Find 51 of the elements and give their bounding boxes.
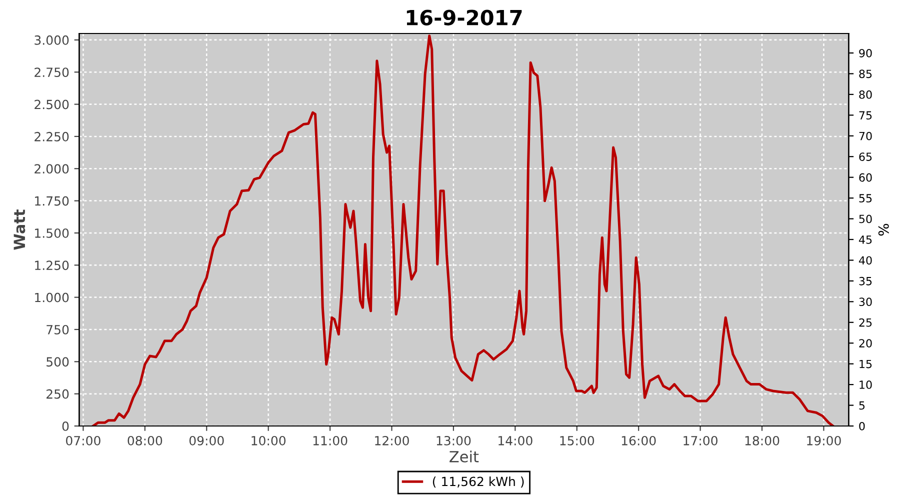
y-tick-label: 1.750: [35, 196, 69, 206]
y-tick-label: 2.750: [34, 68, 69, 78]
y2-tick-label: 10: [860, 380, 872, 389]
line-series: [92, 34, 834, 426]
y2-tick-label: 40: [858, 256, 872, 265]
y2-tick-label: 65: [859, 152, 872, 161]
y-tick-label: 2.500: [34, 100, 69, 110]
y-tick-label: 0: [62, 421, 69, 431]
y-tick-label: 500: [46, 357, 69, 367]
y-tick-label: 2.250: [34, 132, 69, 142]
chart-title: 16-9-2017: [406, 10, 522, 26]
x-tick-label: 13:00: [436, 436, 471, 446]
y2-tick-label: 55: [859, 194, 872, 202]
x-tick-label: 14:00: [498, 436, 532, 446]
x-tick-label: 10:00: [252, 436, 286, 446]
y2-axis-title: %: [878, 224, 889, 236]
y-tick-label: 1.500: [35, 228, 69, 238]
x-tick-label: 09:00: [189, 436, 224, 446]
y2-tick-label: 5: [859, 401, 865, 410]
y-axis-title: Watt: [14, 209, 26, 250]
y-tick-label: 1.250: [35, 260, 69, 270]
y-tick-label: 750: [46, 324, 69, 334]
x-tick-label: 18:00: [745, 436, 780, 446]
y2-tick-label: 60: [859, 173, 872, 182]
x-tick-label: 08:00: [128, 436, 162, 446]
y-tick-label: 2.000: [34, 164, 69, 174]
y2-tick-label: 30: [859, 298, 872, 306]
y2-tick-label: 50: [859, 214, 872, 224]
x-tick-label: 19:00: [807, 436, 841, 446]
x-tick-label: 17:00: [684, 436, 718, 446]
y2-tick-label: 20: [859, 339, 872, 348]
y2-tick-label: 75: [859, 111, 872, 120]
y2-tick-label: 0: [859, 422, 865, 430]
y2-tick-label: 90: [859, 48, 872, 58]
x-axis-title: Zeit: [450, 450, 479, 462]
x-tick-label: 11:00: [313, 436, 348, 446]
x-tick-label: 07:00: [66, 436, 100, 446]
y2-tick-label: 35: [859, 276, 872, 286]
y2-tick-label: 25: [859, 318, 872, 327]
y-tick-label: 3.000: [34, 35, 69, 45]
x-tick-label: 16:00: [622, 436, 656, 446]
y2-tick-label: 85: [859, 70, 872, 78]
x-tick-label: 15:00: [560, 436, 594, 446]
y-tick-label: 1.000: [35, 292, 69, 302]
y-tick-label: 250: [46, 389, 69, 399]
legend-label: ( 11,562 kWh ): [432, 476, 524, 488]
y2-tick-label: 15: [860, 360, 872, 368]
y2-tick-label: 70: [859, 132, 872, 140]
y2-tick-label: 45: [858, 236, 872, 244]
x-tick-label: 12:00: [375, 436, 409, 446]
y2-tick-label: 80: [859, 90, 872, 99]
